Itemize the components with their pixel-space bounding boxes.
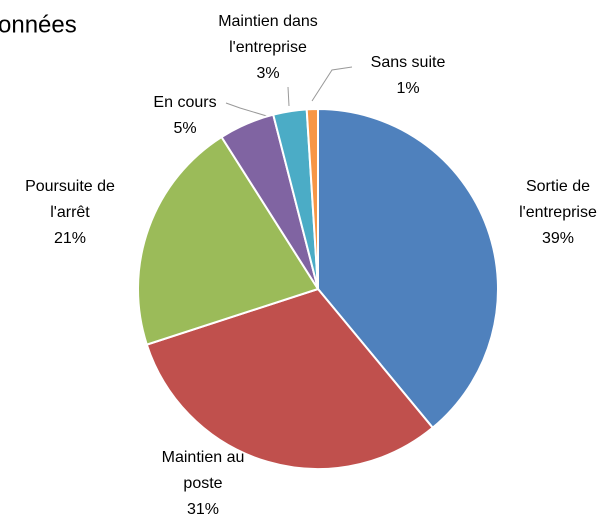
slice-label: Poursuite de bbox=[25, 178, 115, 195]
pie-slice bbox=[317, 107, 499, 430]
slice-label: Sans suite bbox=[371, 54, 446, 71]
slice-value-label: 1% bbox=[396, 80, 419, 97]
slice-label: Maintien dans bbox=[218, 13, 318, 30]
slice-label: Sortie de bbox=[526, 178, 590, 195]
slice-value-label: 21% bbox=[54, 230, 86, 247]
leader-line bbox=[311, 66, 353, 102]
slice-label: l'entreprise bbox=[519, 204, 597, 221]
chart-title: onnées bbox=[0, 11, 77, 38]
slice-value-label: 31% bbox=[187, 501, 219, 518]
leader-line bbox=[287, 86, 290, 107]
slice-value-label: 39% bbox=[542, 230, 574, 247]
slice-label: poste bbox=[183, 475, 222, 492]
slice-label: l'arrêt bbox=[50, 204, 90, 221]
leader-line bbox=[225, 102, 271, 118]
pie-slice bbox=[145, 287, 435, 470]
pie-slice bbox=[137, 135, 320, 346]
slice-label: En cours bbox=[153, 94, 216, 111]
slice-label: Maintien au bbox=[162, 449, 245, 466]
slice-value-label: 3% bbox=[256, 65, 279, 82]
pie-slice bbox=[305, 107, 319, 290]
slice-value-label: 5% bbox=[173, 120, 196, 137]
slice-label: l'entreprise bbox=[229, 39, 307, 56]
